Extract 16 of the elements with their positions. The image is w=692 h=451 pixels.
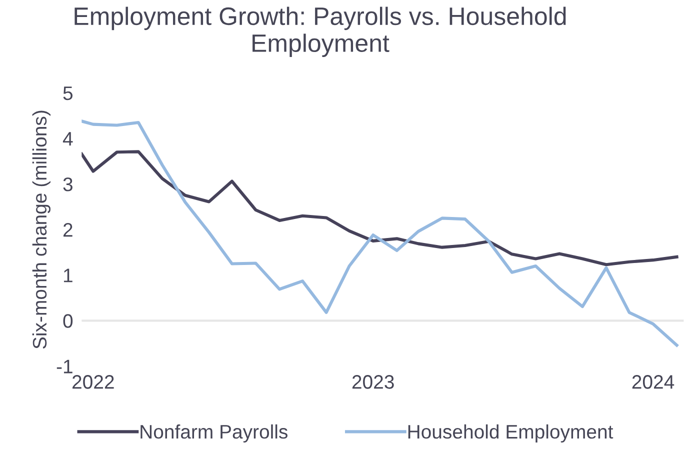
y-tick-label: -1 <box>56 360 72 374</box>
y-tick-label: 4 <box>62 132 73 146</box>
y-tick-label: 0 <box>63 314 73 328</box>
line-series <box>82 150 678 266</box>
legend-label: Household Employment <box>408 424 614 443</box>
line-series <box>82 120 678 347</box>
y-tick-label: 3 <box>63 177 72 192</box>
y-tick-label: 1 <box>64 268 72 282</box>
y-axis-title: Six-month change (millions) <box>32 110 50 349</box>
y-tick-label: 5 <box>63 86 73 100</box>
x-tick-label: 2024 <box>632 375 674 389</box>
chart-title: Employment Growth: Payrolls vs. Household Employment <box>74 6 566 57</box>
legend-label: Nonfarm Payrolls <box>140 424 288 443</box>
x-tick-label: 2023 <box>352 375 394 389</box>
y-tick-label: 2 <box>63 223 72 237</box>
x-tick-label: 2022 <box>72 375 114 389</box>
